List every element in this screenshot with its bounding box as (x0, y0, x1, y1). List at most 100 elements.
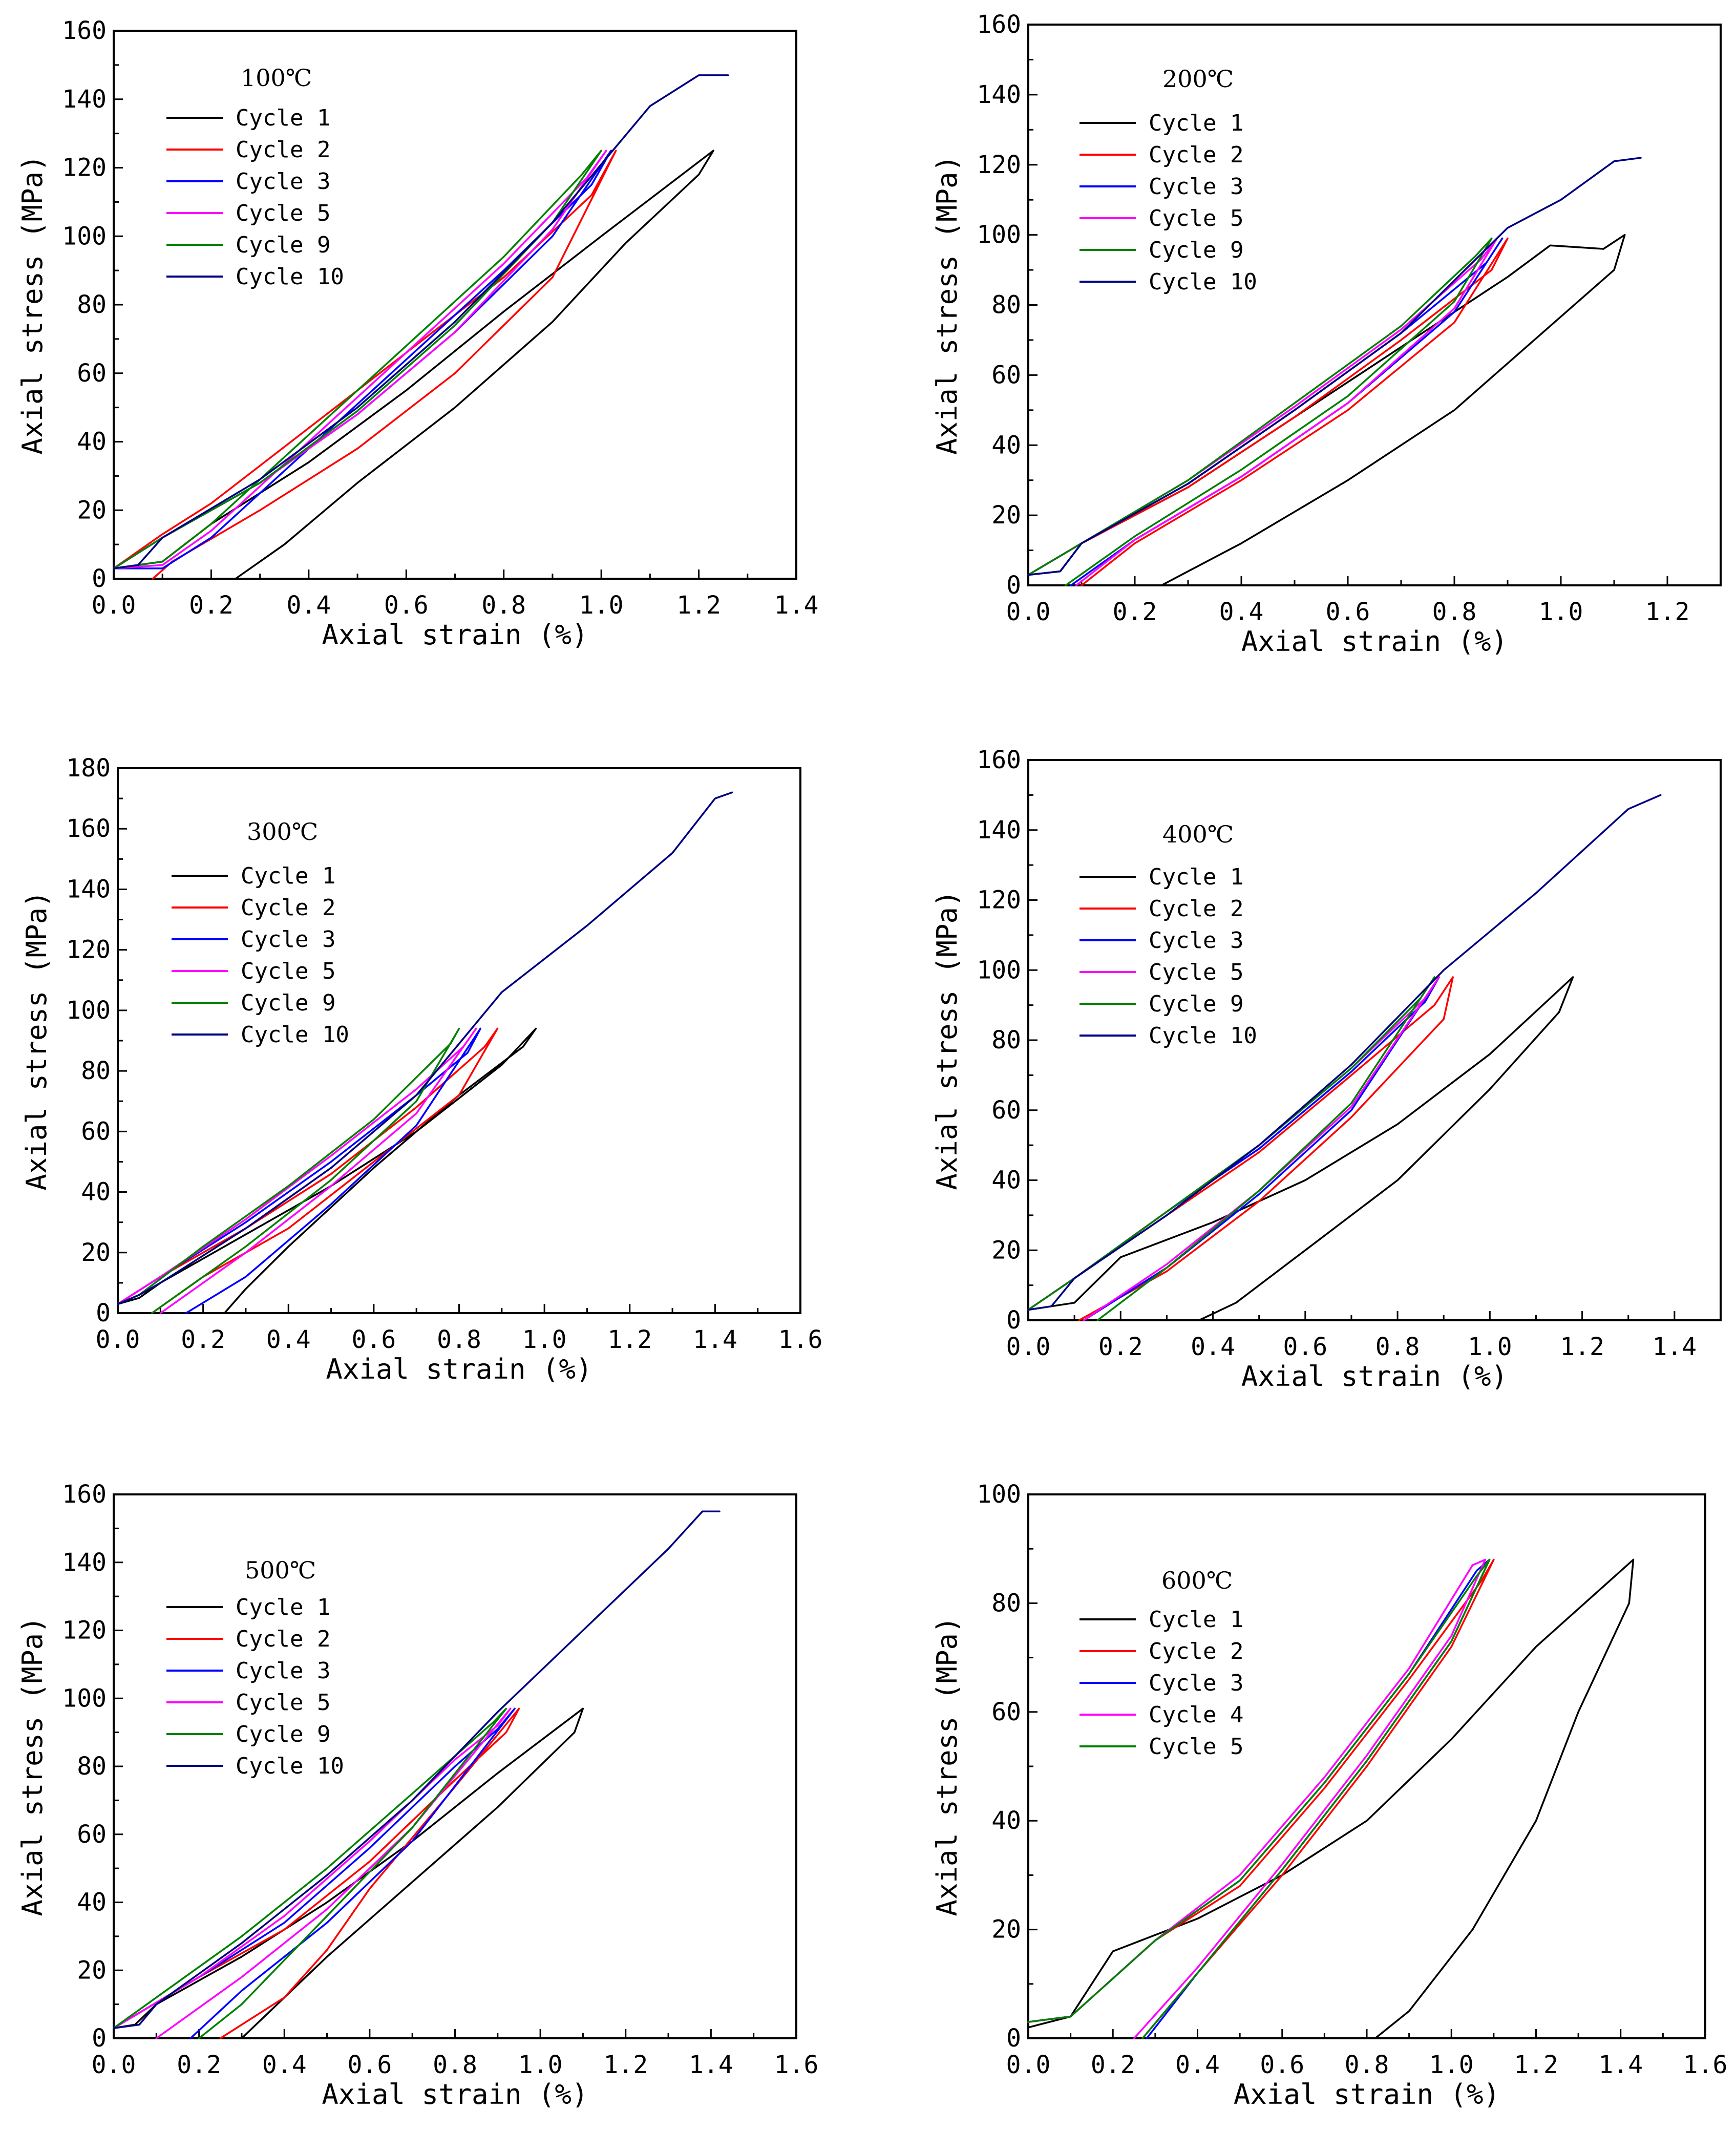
x-tick-label: 0.0 (1006, 1333, 1051, 1361)
legend-label: Cycle 5 (1149, 205, 1243, 231)
y-tick-label: 0 (92, 2024, 107, 2053)
legend-label: Cycle 9 (236, 232, 330, 258)
y-tick-label: 100 (977, 956, 1021, 984)
x-tick-label: 0.6 (1260, 2051, 1304, 2079)
y-tick-label: 160 (62, 16, 107, 45)
panel-temperature-label: 200℃ (1162, 65, 1234, 93)
y-tick-label: 60 (77, 1820, 107, 1849)
y-tick-label: 20 (77, 496, 107, 524)
y-tick-label: 140 (62, 1548, 107, 1577)
y-tick-label: 140 (977, 816, 1021, 845)
y-tick-label: 0 (96, 1299, 111, 1327)
x-tick-label: 0.4 (287, 591, 331, 620)
series-line-5 (117, 1027, 460, 1314)
x-tick-label: 1.2 (1560, 1333, 1604, 1361)
series-line-2 (113, 1707, 520, 2039)
chart-panel-2: 0.0 0.2 0.4 0.6 0.8 1.0 1.2 0 20 40 60 80 100 120 140 1… (931, 10, 1722, 658)
x-tick-label: 0.2 (189, 591, 234, 620)
legend-label: Cycle 9 (236, 1721, 330, 1747)
x-tick-label: 0.8 (433, 2051, 477, 2079)
y-tick-label: 120 (62, 154, 107, 182)
y-tick-label: 0 (92, 564, 107, 593)
y-tick-label: 0 (1006, 2024, 1021, 2053)
x-tick-label: 0.4 (266, 1325, 311, 1354)
legend-label: Cycle 1 (236, 1594, 330, 1620)
y-axis-title: Axial stress (MPa) (16, 1616, 49, 1916)
y-tick-label: 100 (62, 222, 107, 250)
x-tick-label: 1.4 (689, 2051, 733, 2079)
y-tick-label: 60 (77, 359, 107, 388)
legend-label: Cycle 2 (1149, 1638, 1243, 1664)
series-line-2 (1027, 1558, 1495, 2039)
legend-label: Cycle 2 (241, 895, 335, 921)
x-axis-title: Axial strain (%) (1241, 1360, 1508, 1392)
legend-label: Cycle 5 (1149, 959, 1243, 985)
x-tick-label: 0.6 (1326, 598, 1370, 626)
legend-label: Cycle 4 (1149, 1702, 1243, 1728)
x-tick-label: 1.6 (778, 1325, 823, 1354)
series-line-1 (1027, 976, 1574, 1321)
x-tick-label: 1.4 (1598, 2051, 1643, 2079)
x-tick-label: 0.8 (1432, 598, 1477, 626)
chart-panel-4: 0.0 0.2 0.4 0.6 0.8 1.0 1.2 1.4 0 20 40 60 80 100 120 1… (931, 746, 1722, 1392)
legend-label: Cycle 10 (241, 1022, 349, 1048)
y-tick-label: 60 (81, 1117, 111, 1146)
y-tick-label: 100 (62, 1684, 107, 1713)
series-line-5 (1027, 1558, 1491, 2039)
plot-frame (113, 30, 797, 580)
x-tick-label: 1.2 (603, 2051, 648, 2079)
x-tick-label: 0.4 (1219, 598, 1264, 626)
chart-panel-1: 0.0 0.2 0.4 0.6 0.8 1.0 1.2 1.4 0 20 40 60 80 100 120 1… (16, 16, 818, 651)
y-axis-title: Axial stress (MPa) (20, 891, 53, 1190)
x-axis-title: Axial strain (%) (322, 619, 588, 651)
series-line-5 (113, 150, 602, 569)
x-axis-title: Axial strain (%) (322, 2078, 588, 2111)
legend-label: Cycle 3 (241, 926, 335, 953)
legend-label: Cycle 3 (1149, 1670, 1243, 1696)
y-tick-label: 100 (977, 1480, 1021, 1509)
y-tick-label: 180 (66, 754, 111, 783)
y-tick-label: 160 (977, 10, 1021, 39)
x-tick-label: 1.0 (522, 1325, 567, 1354)
legend-label: Cycle 1 (1149, 110, 1243, 136)
x-tick-label: 0.4 (1191, 1333, 1235, 1361)
series-line-1 (113, 1707, 584, 2039)
legend-label: Cycle 3 (236, 168, 330, 195)
x-tick-label: 1.2 (607, 1325, 652, 1354)
legend-label: Cycle 5 (241, 958, 335, 984)
y-tick-label: 120 (977, 886, 1021, 915)
legend-label: Cycle 3 (1149, 174, 1243, 200)
legend-label: Cycle 2 (236, 1626, 330, 1652)
x-tick-label: 0.4 (1175, 2051, 1220, 2079)
series-line-3 (1027, 1558, 1491, 2039)
x-tick-label: 1.2 (676, 591, 721, 620)
series-line-5 (1027, 976, 1435, 1321)
x-tick-label: 0.0 (96, 1325, 140, 1354)
x-axis-title: Axial strain (%) (1234, 2078, 1500, 2111)
y-tick-label: 60 (991, 1698, 1021, 1726)
y-tick-label: 40 (991, 1806, 1021, 1835)
series-line-2 (113, 150, 617, 580)
y-tick-label: 160 (62, 1480, 107, 1509)
panel-temperature-label: 500℃ (245, 1556, 316, 1584)
y-tick-label: 20 (991, 501, 1021, 530)
x-tick-label: 0.0 (92, 2051, 136, 2079)
x-tick-label: 0.0 (1006, 598, 1051, 626)
legend-label: Cycle 10 (1149, 1023, 1257, 1049)
x-tick-label: 0.8 (1375, 1333, 1420, 1361)
panel-temperature-label: 600℃ (1161, 1567, 1233, 1594)
x-tick-label: 0.2 (1091, 2051, 1135, 2079)
legend-label: Cycle 5 (236, 200, 330, 226)
y-axis-title: Axial stress (MPa) (931, 155, 963, 455)
panel-temperature-label: 100℃ (241, 64, 312, 92)
y-tick-label: 80 (991, 291, 1021, 320)
y-tick-label: 80 (77, 1752, 107, 1781)
series-line-4 (1027, 1558, 1487, 2039)
y-tick-label: 80 (991, 1026, 1021, 1054)
legend-label: Cycle 3 (1149, 927, 1243, 954)
y-tick-label: 0 (1006, 571, 1021, 600)
legend-label: Cycle 2 (1149, 896, 1243, 922)
x-tick-label: 0.2 (1113, 598, 1157, 626)
y-tick-label: 20 (991, 1915, 1021, 1944)
